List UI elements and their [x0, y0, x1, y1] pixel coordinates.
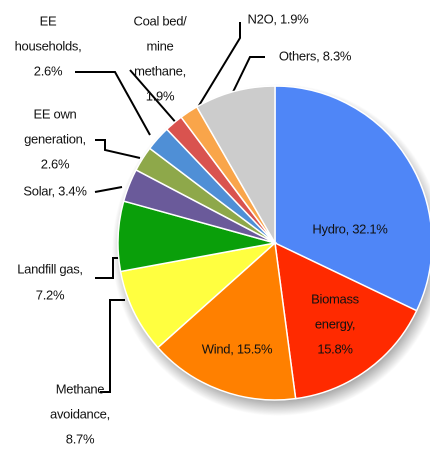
leader-line — [95, 139, 141, 159]
wedge — [195, 85, 276, 246]
data-label: mine — [147, 38, 174, 53]
data-label: Solar, 3.4% — [23, 183, 87, 198]
data-label: Landfill gas, — [17, 261, 82, 276]
data-label: generation, — [24, 131, 86, 146]
data-label: 15.8% — [317, 341, 353, 356]
data-label: 1.9% — [146, 88, 175, 103]
data-label: EE own — [33, 106, 76, 121]
data-label: Hydro, 32.1% — [312, 221, 388, 236]
data-label: Others, 8.3% — [279, 48, 352, 63]
data-label: 8.7% — [66, 431, 95, 446]
leader-line — [129, 69, 179, 126]
leader-line — [95, 257, 120, 279]
leader-line — [75, 71, 151, 136]
data-label: avoidance, — [50, 406, 110, 421]
leader-lines — [75, 22, 265, 393]
data-label: methane, — [134, 63, 186, 78]
data-label: N2O, 1.9% — [248, 11, 310, 26]
leader-line — [232, 56, 265, 93]
leader-line — [100, 299, 125, 393]
data-label: EE — [40, 13, 57, 28]
labels: Hydro, 32.1% Biomass energy, 15.8% Wind, 15.… — [15, 11, 389, 446]
data-label: energy, — [315, 316, 355, 331]
data-label: 7.2% — [36, 287, 65, 302]
pie — [117, 85, 430, 401]
wedge — [119, 241, 278, 349]
data-label: Wind, 15.5% — [202, 341, 273, 356]
leader-line — [94, 186, 123, 193]
wedge — [156, 241, 297, 401]
data-label: Biomass — [311, 291, 360, 306]
data-label: households, — [15, 38, 82, 53]
data-label: Coal bed/ — [134, 13, 188, 28]
data-label: 2.6% — [41, 156, 70, 171]
data-label: 2.6% — [34, 63, 63, 78]
leader-line — [191, 22, 241, 118]
wedge — [274, 241, 418, 400]
data-label: Methane — [56, 381, 105, 396]
wedge — [274, 85, 430, 312]
